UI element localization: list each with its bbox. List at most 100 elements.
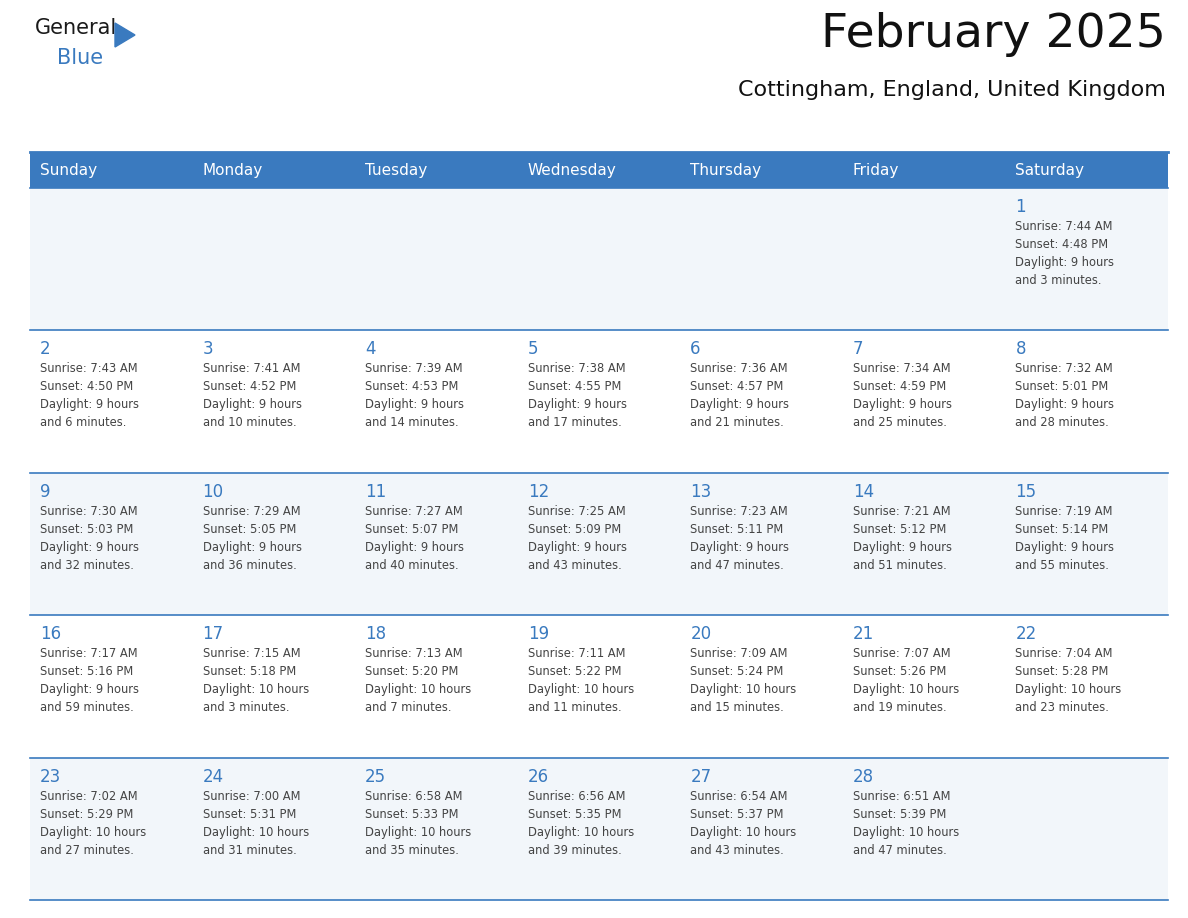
Bar	[192, 473, 355, 615]
Bar	[518, 757, 681, 900]
Text: Sunrise: 7:15 AM
Sunset: 5:18 PM
Daylight: 10 hours
and 3 minutes.: Sunrise: 7:15 AM Sunset: 5:18 PM Dayligh…	[203, 647, 309, 714]
Text: 2: 2	[40, 341, 51, 358]
Bar	[842, 757, 1005, 900]
Bar	[355, 757, 518, 900]
Bar	[355, 473, 518, 615]
Text: 22: 22	[1016, 625, 1037, 644]
Bar	[1005, 152, 1168, 188]
Bar	[842, 188, 1005, 330]
Bar	[355, 330, 518, 473]
Bar	[681, 152, 842, 188]
Text: Wednesday: Wednesday	[527, 162, 617, 177]
Text: Sunrise: 6:54 AM
Sunset: 5:37 PM
Daylight: 10 hours
and 43 minutes.: Sunrise: 6:54 AM Sunset: 5:37 PM Dayligh…	[690, 789, 796, 856]
Text: 10: 10	[203, 483, 223, 501]
Polygon shape	[115, 23, 135, 47]
Text: 8: 8	[1016, 341, 1026, 358]
Text: 19: 19	[527, 625, 549, 644]
Text: Sunrise: 6:58 AM
Sunset: 5:33 PM
Daylight: 10 hours
and 35 minutes.: Sunrise: 6:58 AM Sunset: 5:33 PM Dayligh…	[365, 789, 472, 856]
Text: 26: 26	[527, 767, 549, 786]
Text: Sunrise: 7:34 AM
Sunset: 4:59 PM
Daylight: 9 hours
and 25 minutes.: Sunrise: 7:34 AM Sunset: 4:59 PM Dayligh…	[853, 363, 952, 430]
Text: Sunrise: 7:29 AM
Sunset: 5:05 PM
Daylight: 9 hours
and 36 minutes.: Sunrise: 7:29 AM Sunset: 5:05 PM Dayligh…	[203, 505, 302, 572]
Text: Sunrise: 6:51 AM
Sunset: 5:39 PM
Daylight: 10 hours
and 47 minutes.: Sunrise: 6:51 AM Sunset: 5:39 PM Dayligh…	[853, 789, 959, 856]
Text: February 2025: February 2025	[821, 12, 1165, 57]
Text: 13: 13	[690, 483, 712, 501]
Text: Saturday: Saturday	[1016, 162, 1085, 177]
Text: Sunrise: 7:38 AM
Sunset: 4:55 PM
Daylight: 9 hours
and 17 minutes.: Sunrise: 7:38 AM Sunset: 4:55 PM Dayligh…	[527, 363, 627, 430]
Bar	[1005, 473, 1168, 615]
Text: 20: 20	[690, 625, 712, 644]
Text: Friday: Friday	[853, 162, 899, 177]
Text: Sunrise: 7:41 AM
Sunset: 4:52 PM
Daylight: 9 hours
and 10 minutes.: Sunrise: 7:41 AM Sunset: 4:52 PM Dayligh…	[203, 363, 302, 430]
Text: 25: 25	[365, 767, 386, 786]
Text: Monday: Monday	[203, 162, 263, 177]
Text: Cottingham, England, United Kingdom: Cottingham, England, United Kingdom	[738, 80, 1165, 100]
Bar	[30, 330, 192, 473]
Bar	[842, 330, 1005, 473]
Text: Sunday: Sunday	[40, 162, 97, 177]
Text: 17: 17	[203, 625, 223, 644]
Bar	[518, 615, 681, 757]
Bar	[1005, 330, 1168, 473]
Text: 24: 24	[203, 767, 223, 786]
Bar	[1005, 615, 1168, 757]
Text: 11: 11	[365, 483, 386, 501]
Bar	[681, 615, 842, 757]
Text: 21: 21	[853, 625, 874, 644]
Text: 15: 15	[1016, 483, 1037, 501]
Text: 9: 9	[40, 483, 51, 501]
Bar	[30, 188, 192, 330]
Text: Sunrise: 7:00 AM
Sunset: 5:31 PM
Daylight: 10 hours
and 31 minutes.: Sunrise: 7:00 AM Sunset: 5:31 PM Dayligh…	[203, 789, 309, 856]
Bar	[842, 473, 1005, 615]
Text: Sunrise: 7:09 AM
Sunset: 5:24 PM
Daylight: 10 hours
and 15 minutes.: Sunrise: 7:09 AM Sunset: 5:24 PM Dayligh…	[690, 647, 796, 714]
Text: Sunrise: 7:04 AM
Sunset: 5:28 PM
Daylight: 10 hours
and 23 minutes.: Sunrise: 7:04 AM Sunset: 5:28 PM Dayligh…	[1016, 647, 1121, 714]
Text: 18: 18	[365, 625, 386, 644]
Text: Thursday: Thursday	[690, 162, 762, 177]
Text: 12: 12	[527, 483, 549, 501]
Text: 1: 1	[1016, 198, 1026, 216]
Bar	[355, 152, 518, 188]
Bar	[192, 615, 355, 757]
Text: 23: 23	[40, 767, 62, 786]
Text: 4: 4	[365, 341, 375, 358]
Bar	[355, 188, 518, 330]
Bar	[192, 188, 355, 330]
Text: Sunrise: 7:36 AM
Sunset: 4:57 PM
Daylight: 9 hours
and 21 minutes.: Sunrise: 7:36 AM Sunset: 4:57 PM Dayligh…	[690, 363, 789, 430]
Bar	[192, 757, 355, 900]
Text: Sunrise: 7:11 AM
Sunset: 5:22 PM
Daylight: 10 hours
and 11 minutes.: Sunrise: 7:11 AM Sunset: 5:22 PM Dayligh…	[527, 647, 634, 714]
Bar	[681, 330, 842, 473]
Text: Sunrise: 6:56 AM
Sunset: 5:35 PM
Daylight: 10 hours
and 39 minutes.: Sunrise: 6:56 AM Sunset: 5:35 PM Dayligh…	[527, 789, 634, 856]
Text: 28: 28	[853, 767, 874, 786]
Bar	[518, 330, 681, 473]
Bar	[518, 152, 681, 188]
Bar	[1005, 757, 1168, 900]
Text: General: General	[34, 18, 118, 38]
Bar	[355, 615, 518, 757]
Text: Sunrise: 7:32 AM
Sunset: 5:01 PM
Daylight: 9 hours
and 28 minutes.: Sunrise: 7:32 AM Sunset: 5:01 PM Dayligh…	[1016, 363, 1114, 430]
Text: 6: 6	[690, 341, 701, 358]
Text: 7: 7	[853, 341, 864, 358]
Bar	[518, 188, 681, 330]
Text: Tuesday: Tuesday	[365, 162, 428, 177]
Text: Sunrise: 7:27 AM
Sunset: 5:07 PM
Daylight: 9 hours
and 40 minutes.: Sunrise: 7:27 AM Sunset: 5:07 PM Dayligh…	[365, 505, 465, 572]
Bar	[192, 152, 355, 188]
Text: 16: 16	[40, 625, 61, 644]
Bar	[30, 473, 192, 615]
Bar	[518, 473, 681, 615]
Bar	[681, 757, 842, 900]
Text: Sunrise: 7:30 AM
Sunset: 5:03 PM
Daylight: 9 hours
and 32 minutes.: Sunrise: 7:30 AM Sunset: 5:03 PM Dayligh…	[40, 505, 139, 572]
Text: Sunrise: 7:07 AM
Sunset: 5:26 PM
Daylight: 10 hours
and 19 minutes.: Sunrise: 7:07 AM Sunset: 5:26 PM Dayligh…	[853, 647, 959, 714]
Bar	[842, 615, 1005, 757]
Text: Sunrise: 7:23 AM
Sunset: 5:11 PM
Daylight: 9 hours
and 47 minutes.: Sunrise: 7:23 AM Sunset: 5:11 PM Dayligh…	[690, 505, 789, 572]
Text: 5: 5	[527, 341, 538, 358]
Text: Sunrise: 7:43 AM
Sunset: 4:50 PM
Daylight: 9 hours
and 6 minutes.: Sunrise: 7:43 AM Sunset: 4:50 PM Dayligh…	[40, 363, 139, 430]
Bar	[30, 757, 192, 900]
Text: Sunrise: 7:17 AM
Sunset: 5:16 PM
Daylight: 9 hours
and 59 minutes.: Sunrise: 7:17 AM Sunset: 5:16 PM Dayligh…	[40, 647, 139, 714]
Text: Sunrise: 7:25 AM
Sunset: 5:09 PM
Daylight: 9 hours
and 43 minutes.: Sunrise: 7:25 AM Sunset: 5:09 PM Dayligh…	[527, 505, 627, 572]
Bar	[1005, 188, 1168, 330]
Text: Sunrise: 7:21 AM
Sunset: 5:12 PM
Daylight: 9 hours
and 51 minutes.: Sunrise: 7:21 AM Sunset: 5:12 PM Dayligh…	[853, 505, 952, 572]
Text: Sunrise: 7:39 AM
Sunset: 4:53 PM
Daylight: 9 hours
and 14 minutes.: Sunrise: 7:39 AM Sunset: 4:53 PM Dayligh…	[365, 363, 465, 430]
Text: Sunrise: 7:19 AM
Sunset: 5:14 PM
Daylight: 9 hours
and 55 minutes.: Sunrise: 7:19 AM Sunset: 5:14 PM Dayligh…	[1016, 505, 1114, 572]
Text: 14: 14	[853, 483, 874, 501]
Text: Sunrise: 7:44 AM
Sunset: 4:48 PM
Daylight: 9 hours
and 3 minutes.: Sunrise: 7:44 AM Sunset: 4:48 PM Dayligh…	[1016, 220, 1114, 287]
Text: Sunrise: 7:13 AM
Sunset: 5:20 PM
Daylight: 10 hours
and 7 minutes.: Sunrise: 7:13 AM Sunset: 5:20 PM Dayligh…	[365, 647, 472, 714]
